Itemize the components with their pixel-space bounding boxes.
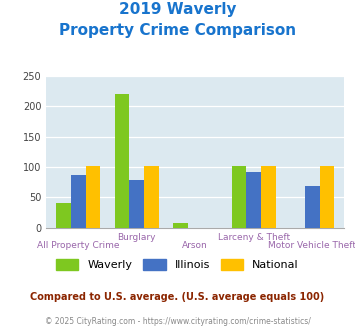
Legend: Waverly, Illinois, National: Waverly, Illinois, National [52,255,303,275]
Text: Burglary: Burglary [118,233,156,242]
Bar [305,186,320,228]
Bar [173,223,188,228]
Text: 2019 Waverly: 2019 Waverly [119,2,236,16]
Bar [86,166,100,228]
Text: Motor Vehicle Theft: Motor Vehicle Theft [268,241,355,250]
Bar [144,166,159,228]
Bar [232,166,246,228]
Bar [320,166,334,228]
Text: Compared to U.S. average. (U.S. average equals 100): Compared to U.S. average. (U.S. average … [31,292,324,302]
Bar [261,166,275,228]
Bar [115,94,130,228]
Bar [56,203,71,228]
Bar [130,180,144,228]
Text: All Property Crime: All Property Crime [37,241,120,250]
Text: Larceny & Theft: Larceny & Theft [218,233,290,242]
Text: Arson: Arson [182,241,208,250]
Bar [71,176,86,228]
Bar [246,172,261,228]
Text: Property Crime Comparison: Property Crime Comparison [59,23,296,38]
Text: © 2025 CityRating.com - https://www.cityrating.com/crime-statistics/: © 2025 CityRating.com - https://www.city… [45,317,310,326]
